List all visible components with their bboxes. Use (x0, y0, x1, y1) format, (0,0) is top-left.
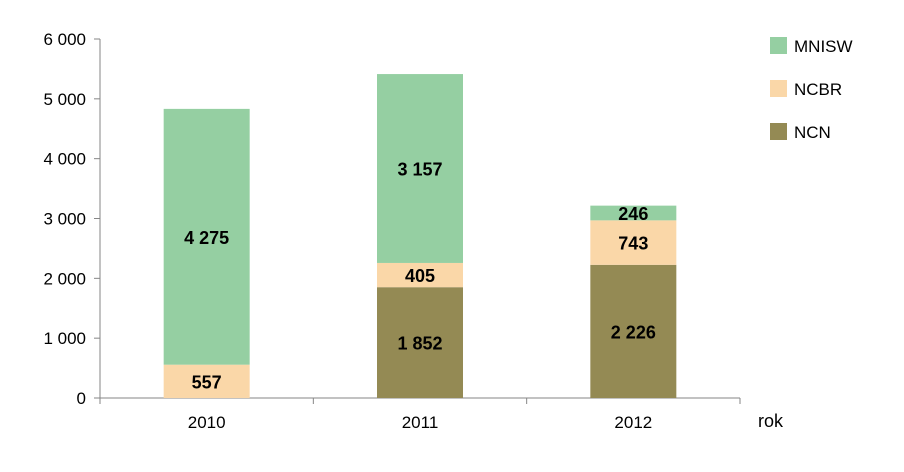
bar-ncbr-2012 (590, 220, 677, 265)
legend: MNISW NCBR NCN (770, 37, 853, 142)
bar-mnisw-2012 (590, 205, 677, 221)
y-tick-label: 1 000 (43, 329, 86, 348)
data-label-mnisw-2010: 4 275 (184, 228, 229, 248)
data-label-mnisw-2012: 246 (618, 204, 648, 224)
y-tick-label: 6 000 (43, 30, 86, 49)
data-label-ncbr-2011: 405 (405, 266, 435, 286)
bars (163, 74, 677, 398)
legend-label-ncbr: NCBR (794, 80, 842, 99)
legend-label-ncn: NCN (794, 123, 831, 142)
x-axis-label: rok (758, 411, 784, 431)
data-labels: 557 4 275 1 852 405 3 157 2 226 743 246 (184, 160, 656, 393)
bar-mnisw-2011 (377, 74, 463, 263)
bar-ncn-2012 (590, 264, 677, 398)
y-tick-label: 5 000 (43, 90, 86, 109)
y-tick-label: 4 000 (43, 150, 86, 169)
data-label-ncn-2011: 1 852 (397, 334, 442, 354)
data-label-ncbr-2010: 557 (192, 372, 222, 392)
bar-ncbr-2010 (163, 364, 250, 398)
legend-label-mnisw: MNISW (794, 37, 853, 56)
legend-swatch-mnisw (770, 37, 787, 54)
axes: 0 1 000 2 000 3 000 4 000 5 000 6 000 2010 2011 2… (43, 30, 741, 432)
x-tick-label: 2012 (614, 413, 652, 432)
data-label-ncn-2012: 2 226 (611, 322, 656, 342)
x-tick-label: 2011 (402, 413, 439, 432)
y-tick-label: 3 000 (43, 210, 86, 229)
x-tick-label: 2010 (188, 413, 226, 432)
y-tick-label: 0 (77, 389, 86, 408)
data-label-ncbr-2012: 743 (618, 234, 648, 254)
legend-swatch-ncbr (770, 80, 787, 97)
bar-mnisw-2010 (163, 108, 250, 365)
bar-ncbr-2011 (377, 262, 463, 288)
bar-ncn-2011 (377, 287, 463, 398)
legend-swatch-ncn (770, 123, 787, 140)
data-label-mnisw-2011: 3 157 (397, 160, 442, 180)
y-tick-label: 2 000 (43, 269, 86, 288)
